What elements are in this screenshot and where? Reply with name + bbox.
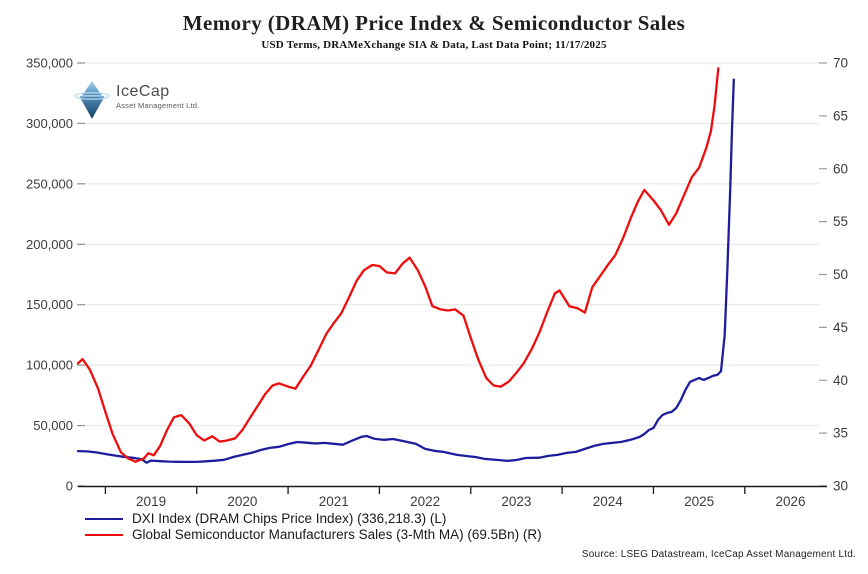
x-tick-label: 2022	[410, 494, 440, 509]
chart-subtitle: USD Terms, DRAMeXchange SIA & Data, Last…	[261, 39, 607, 51]
x-tick-label: 2021	[319, 494, 349, 509]
dxi-line-swatch	[85, 517, 123, 521]
y-right-tick-label: 65	[833, 108, 848, 123]
x-tick-label: 2019	[136, 494, 166, 509]
chart-legend: DXI Index (DRAM Chips Price Index) (336,…	[85, 511, 542, 543]
legend-item-semi-sales: Global Semiconductor Manufacturers Sales…	[85, 527, 542, 543]
series-line-semi-sales	[76, 67, 720, 463]
y-right-tick-label: 50	[833, 267, 848, 282]
legend-item-dxi: DXI Index (DRAM Chips Price Index) (336,…	[85, 511, 542, 527]
page-title: Memory (DRAM) Price Index & Semiconducto…	[182, 11, 686, 35]
iceberg-top	[82, 81, 102, 96]
series-line-dxi	[76, 78, 735, 464]
waterline-ellipse	[74, 92, 110, 100]
iceberg-bottom	[79, 96, 105, 119]
y-right-tick-label: 30	[833, 479, 848, 494]
iceberg-icon	[74, 81, 110, 119]
logo-name: IceCap	[116, 83, 170, 100]
y-right-tick-label: 55	[833, 214, 848, 229]
logo-subtitle: Asset Management Ltd.	[116, 101, 200, 110]
y-left-tick-label: 100,000	[26, 358, 73, 373]
x-tick-label: 2020	[227, 494, 257, 509]
x-tick-label: 2026	[775, 494, 805, 509]
y-right-tick-label: 60	[833, 161, 848, 176]
y-left-tick-label: 0	[66, 479, 73, 494]
x-tick-label: 2025	[684, 494, 714, 509]
y-right-tick-label: 40	[833, 373, 848, 388]
y-left-tick-label: 50,000	[33, 418, 73, 433]
icecap-logo: IceCap Asset Management Ltd.	[74, 79, 199, 121]
y-left-tick-label: 350,000	[26, 56, 73, 71]
x-tick-label: 2024	[593, 494, 624, 509]
y-right-tick-label: 35	[833, 426, 848, 441]
y-left-tick-label: 250,000	[26, 176, 73, 191]
y-right-tick-label: 70	[833, 56, 848, 71]
y-left-tick-label: 300,000	[26, 116, 73, 131]
y-left-tick-label: 150,000	[26, 297, 73, 312]
logo-text: IceCap Asset Management Ltd.	[116, 79, 200, 111]
y-right-tick-label: 45	[833, 320, 848, 335]
y-left-tick-label: 200,000	[26, 237, 73, 252]
source-text: Source: LSEG Datastream, IceCap Asset Ma…	[581, 549, 856, 560]
legend-label-dxi: DXI Index (DRAM Chips Price Index) (336,…	[132, 511, 447, 526]
legend-label-semi-sales: Global Semiconductor Manufacturers Sales…	[132, 527, 542, 542]
x-tick-label: 2023	[501, 494, 531, 509]
semi-sales-line-swatch	[85, 533, 123, 537]
